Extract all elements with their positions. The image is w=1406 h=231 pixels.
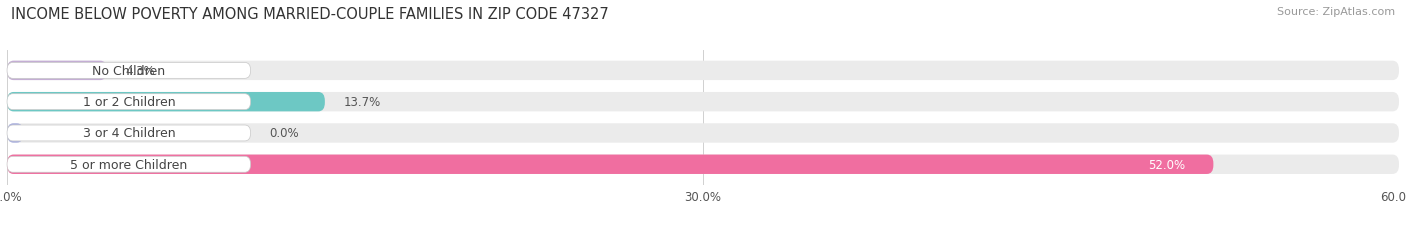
FancyBboxPatch shape	[7, 63, 250, 79]
FancyBboxPatch shape	[7, 93, 325, 112]
Text: No Children: No Children	[93, 65, 166, 78]
Text: 0.0%: 0.0%	[269, 127, 299, 140]
FancyBboxPatch shape	[7, 125, 250, 141]
Text: 52.0%: 52.0%	[1149, 158, 1185, 171]
Text: 1 or 2 Children: 1 or 2 Children	[83, 96, 176, 109]
Text: 13.7%: 13.7%	[343, 96, 381, 109]
Text: 3 or 4 Children: 3 or 4 Children	[83, 127, 176, 140]
Text: 4.3%: 4.3%	[125, 65, 155, 78]
FancyBboxPatch shape	[7, 93, 1399, 112]
Text: Source: ZipAtlas.com: Source: ZipAtlas.com	[1277, 7, 1395, 17]
Text: 5 or more Children: 5 or more Children	[70, 158, 187, 171]
FancyBboxPatch shape	[7, 94, 250, 110]
FancyBboxPatch shape	[7, 155, 1399, 174]
FancyBboxPatch shape	[7, 155, 1213, 174]
Text: INCOME BELOW POVERTY AMONG MARRIED-COUPLE FAMILIES IN ZIP CODE 47327: INCOME BELOW POVERTY AMONG MARRIED-COUPL…	[11, 7, 609, 22]
FancyBboxPatch shape	[7, 124, 24, 143]
FancyBboxPatch shape	[7, 157, 250, 173]
FancyBboxPatch shape	[7, 124, 1399, 143]
FancyBboxPatch shape	[7, 61, 1399, 81]
FancyBboxPatch shape	[7, 61, 107, 81]
